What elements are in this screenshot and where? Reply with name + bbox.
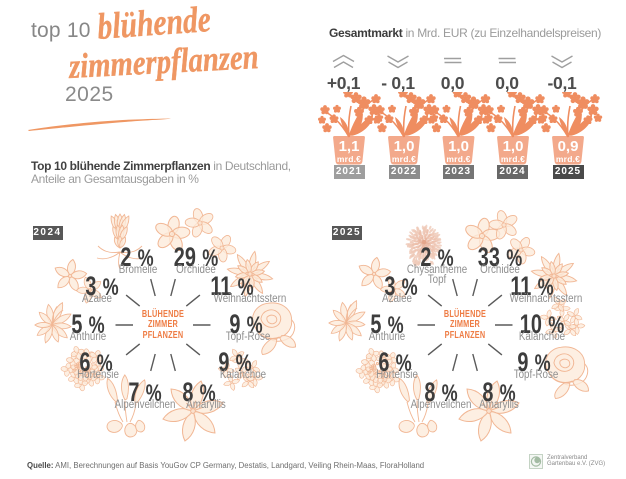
svg-text:mrd.€: mrd.€ [446, 154, 470, 164]
svg-text:1,0: 1,0 [448, 138, 469, 155]
svg-text:1,1: 1,1 [339, 138, 360, 155]
svg-text:mrd.€: mrd.€ [337, 154, 361, 164]
svg-text:1,0: 1,0 [394, 138, 415, 155]
svg-text:mrd.€: mrd.€ [392, 154, 416, 164]
svg-text:1,0: 1,0 [503, 138, 524, 155]
svg-text:mrd.€: mrd.€ [501, 154, 525, 164]
svg-text:mrd.€: mrd.€ [556, 154, 580, 164]
svg-text:0,9: 0,9 [558, 138, 579, 155]
